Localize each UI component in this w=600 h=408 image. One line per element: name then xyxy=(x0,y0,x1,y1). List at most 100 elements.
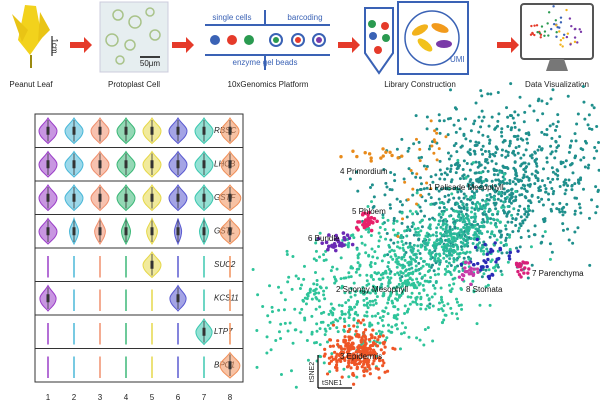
cell-point xyxy=(536,179,540,183)
violin-box xyxy=(98,160,102,169)
cell-point xyxy=(498,170,502,174)
monitor-point xyxy=(547,34,550,37)
cell-point xyxy=(379,235,383,239)
cell-point xyxy=(345,354,349,359)
cell-point xyxy=(486,283,490,287)
cell-point xyxy=(365,279,369,283)
cell-point xyxy=(422,288,426,292)
cell-point xyxy=(556,113,560,117)
cell-point xyxy=(381,324,385,328)
cell-point xyxy=(374,285,378,289)
cell-point xyxy=(285,252,289,256)
cell-point xyxy=(505,195,509,199)
cell-point xyxy=(335,267,339,271)
cell-point xyxy=(318,231,322,235)
cell-point xyxy=(369,228,374,233)
cell-point xyxy=(544,187,548,191)
cell-point xyxy=(372,216,377,221)
cell-point xyxy=(581,187,585,191)
cell-point xyxy=(464,194,468,198)
cell-point xyxy=(433,249,437,253)
cell-point xyxy=(359,235,363,239)
cell-point xyxy=(359,321,363,325)
cell-point xyxy=(526,213,530,217)
cell-point xyxy=(501,164,505,168)
cell-point xyxy=(478,303,482,307)
cell-point xyxy=(374,352,378,356)
cell-point xyxy=(428,280,432,284)
cell-point xyxy=(564,178,568,182)
cell-point xyxy=(465,235,469,239)
cell-point xyxy=(381,271,385,275)
cell-point xyxy=(514,172,518,176)
violin-box xyxy=(228,227,232,236)
step-label: Peanut Leaf xyxy=(9,80,53,89)
cell-point xyxy=(436,242,440,246)
cell-point xyxy=(573,209,577,213)
cell-point xyxy=(368,186,372,190)
cell-point xyxy=(398,294,402,298)
cell-point xyxy=(459,218,463,222)
violin-box xyxy=(176,193,180,202)
cell-point xyxy=(486,135,490,139)
cell-point xyxy=(505,106,509,110)
cell-point xyxy=(533,233,537,237)
cell-point xyxy=(352,281,356,285)
cell-point xyxy=(412,286,416,290)
cell-point xyxy=(416,244,420,248)
monitor-point xyxy=(562,36,565,40)
cell-point xyxy=(514,182,518,186)
cell-point xyxy=(420,155,424,159)
cell-point xyxy=(347,275,351,279)
cell-point xyxy=(352,236,356,240)
cell-point xyxy=(442,318,446,322)
cell-point xyxy=(405,234,409,238)
cell-point xyxy=(452,268,456,272)
cell-point xyxy=(383,228,387,232)
cell-point xyxy=(355,170,359,174)
cell-point xyxy=(340,310,344,314)
cell-point xyxy=(500,205,504,209)
cell-point xyxy=(481,152,485,156)
violin-box xyxy=(228,361,232,370)
cell-point xyxy=(376,338,380,342)
cell-point xyxy=(517,209,521,213)
cell-point xyxy=(452,260,456,264)
cell-point xyxy=(482,115,486,119)
cell-point xyxy=(474,140,478,144)
cell-point xyxy=(505,214,509,218)
cell-point xyxy=(518,204,522,208)
cell-point xyxy=(448,225,452,229)
cell-point xyxy=(405,215,409,219)
cell-point xyxy=(488,192,492,196)
cell-point xyxy=(500,148,504,152)
cell-point xyxy=(351,149,355,153)
cell-point xyxy=(385,336,389,340)
cell-point xyxy=(349,275,353,279)
monitor-point xyxy=(559,43,562,46)
cell-point xyxy=(474,215,478,219)
cell-point xyxy=(465,206,469,210)
cell-point xyxy=(474,227,478,231)
cell-point xyxy=(393,272,397,276)
cell-point xyxy=(551,122,555,126)
monitor-point xyxy=(546,22,549,25)
cell-point xyxy=(371,362,375,366)
cell-point xyxy=(590,127,594,131)
cell-point xyxy=(455,150,459,154)
cell-point xyxy=(465,203,469,207)
cell-point xyxy=(399,332,403,336)
cell-point xyxy=(564,188,568,192)
cell-point xyxy=(391,257,395,261)
cell-point xyxy=(355,349,360,354)
cell-point xyxy=(392,316,396,320)
cell-point xyxy=(595,149,599,153)
cell-point xyxy=(411,212,415,216)
cell-point xyxy=(404,326,408,330)
cell-point xyxy=(438,168,442,172)
cell-point xyxy=(513,177,517,181)
cell-point xyxy=(548,257,552,261)
cell-point xyxy=(473,223,477,227)
cell-point xyxy=(431,284,435,288)
cell-point xyxy=(530,193,534,197)
